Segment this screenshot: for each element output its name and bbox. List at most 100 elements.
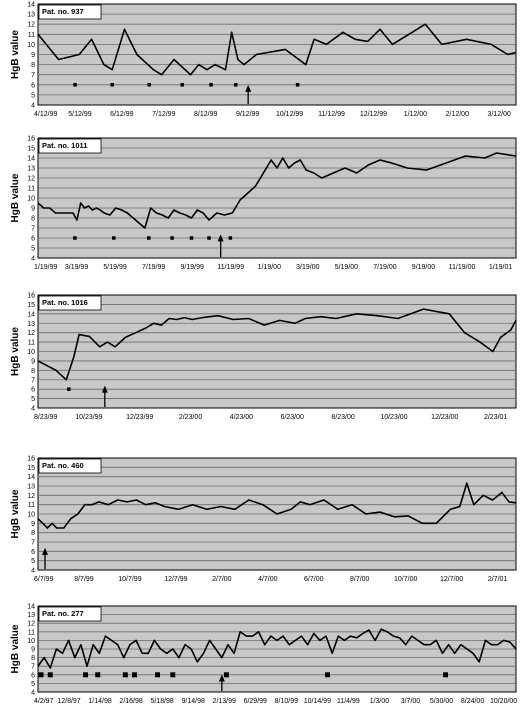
data-point xyxy=(510,329,512,331)
data-point xyxy=(201,317,204,319)
x-tick-label: 1/14/98 xyxy=(88,698,111,705)
y-axis-label: HgB value xyxy=(10,624,21,673)
data-point xyxy=(247,192,249,194)
x-tick-label: 11/12/99 xyxy=(318,111,345,118)
y-tick-label: 16 xyxy=(27,293,35,300)
data-point xyxy=(155,212,158,214)
data-point xyxy=(54,212,57,214)
data-point xyxy=(237,58,239,61)
data-point xyxy=(135,332,137,334)
x-tick-label: 9/19/99 xyxy=(181,264,204,271)
data-point xyxy=(325,43,328,46)
data-point xyxy=(478,661,480,663)
data-point xyxy=(172,648,174,650)
data-point xyxy=(74,657,76,659)
data-point xyxy=(80,202,82,204)
x-tick-label: 10/23/99 xyxy=(75,414,102,421)
data-point xyxy=(192,504,194,506)
data-point xyxy=(491,499,494,501)
x-tick-label: 8/12/99 xyxy=(194,111,217,118)
y-tick-label: 16 xyxy=(27,136,35,143)
x-tick-label: 8/7/00 xyxy=(350,576,370,583)
data-point xyxy=(397,317,399,320)
data-point xyxy=(95,207,97,209)
data-point xyxy=(109,214,111,216)
x-tick-label: 10/20/00 xyxy=(490,698,517,705)
data-point xyxy=(368,629,370,631)
arrow-head xyxy=(245,84,252,92)
data-point xyxy=(166,652,168,654)
chart-panel-4: 4 5 6 7 8 9 10 11 12 13 14 15 16 6/7/99 8/7/99 10/7/99 1… xyxy=(10,456,517,583)
data-point xyxy=(391,43,393,46)
data-point xyxy=(351,504,353,506)
arrow-head xyxy=(218,674,225,682)
data-point xyxy=(380,628,382,630)
x-tick-label: 5/12/99 xyxy=(68,111,91,118)
data-point xyxy=(152,69,154,71)
data-point xyxy=(426,169,428,171)
data-point xyxy=(144,227,146,229)
data-point xyxy=(55,369,57,371)
marker-square xyxy=(234,83,238,87)
data-point xyxy=(460,644,462,646)
data-point xyxy=(147,652,149,654)
data-point xyxy=(58,58,60,61)
x-tick-label: 11/19/99 xyxy=(217,264,244,271)
data-point xyxy=(508,501,510,503)
data-point xyxy=(270,635,272,637)
data-point xyxy=(177,508,180,510)
patient-label: Pat. no. 277 xyxy=(42,609,84,618)
data-point xyxy=(231,212,233,214)
x-tick-label: 7/19/00 xyxy=(373,264,396,271)
data-point xyxy=(472,652,474,654)
data-point xyxy=(86,665,88,667)
x-tick-label: 4/12/99 xyxy=(34,111,57,118)
x-tick-label: 10/12/99 xyxy=(276,111,303,118)
x-tick-label: 11/19/00 xyxy=(449,264,476,271)
x-tick-label: 12/7/99 xyxy=(164,576,187,583)
patient-label-box xyxy=(38,606,102,622)
data-point xyxy=(367,40,369,42)
data-point xyxy=(190,217,193,219)
data-point xyxy=(68,639,70,642)
y-tick-label: 4 xyxy=(31,256,35,263)
x-tick-label: 6/7/00 xyxy=(304,576,324,583)
x-tick-label: 8/23/99 xyxy=(34,414,57,421)
data-point xyxy=(78,53,80,56)
marker-square xyxy=(95,672,101,678)
x-tick-label: 6/23/00 xyxy=(281,414,304,421)
data-point xyxy=(299,501,302,503)
marker-square xyxy=(112,236,116,240)
data-point xyxy=(223,214,226,216)
data-point xyxy=(323,499,325,501)
data-point xyxy=(313,38,315,40)
data-point xyxy=(313,172,315,174)
data-point xyxy=(234,508,236,510)
data-point xyxy=(448,313,450,315)
y-tick-label: 10 xyxy=(27,42,35,49)
y-tick-label: 10 xyxy=(27,349,35,356)
data-point xyxy=(153,322,155,324)
x-tick-label: 8/24/00 xyxy=(461,698,484,705)
data-point xyxy=(435,522,437,524)
marker-square xyxy=(325,672,331,678)
y-tick-label: 9 xyxy=(31,52,35,59)
data-point xyxy=(167,217,169,219)
arrow-head xyxy=(101,385,108,393)
data-point xyxy=(72,212,74,214)
data-point xyxy=(231,31,233,33)
y-tick-label: 14 xyxy=(27,474,35,481)
data-point xyxy=(454,652,456,654)
data-point xyxy=(123,657,125,659)
data-point xyxy=(51,522,53,524)
data-point xyxy=(482,494,484,496)
data-point xyxy=(293,162,296,164)
data-point xyxy=(110,639,113,642)
data-point xyxy=(232,318,234,321)
x-tick-label: 2/7/00 xyxy=(212,576,232,583)
data-point xyxy=(447,644,450,646)
y-tick-label: 9 xyxy=(31,358,35,365)
x-tick-label: 1/19/01 xyxy=(489,264,512,271)
patient-label-box xyxy=(38,4,102,20)
y-tick-label: 13 xyxy=(27,612,35,619)
